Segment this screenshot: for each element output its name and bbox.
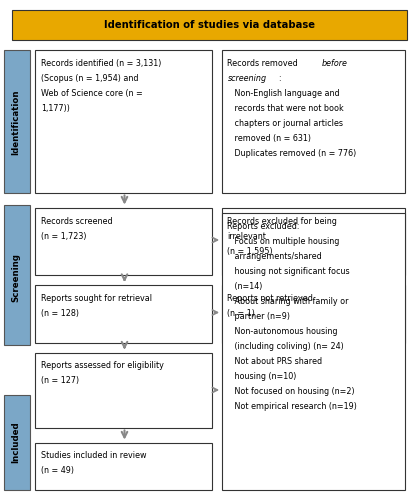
Text: irrelevant: irrelevant xyxy=(227,232,266,240)
Text: chapters or journal articles: chapters or journal articles xyxy=(227,119,344,128)
Text: (Scopus (n = 1,954) and: (Scopus (n = 1,954) and xyxy=(41,74,138,83)
Text: Web of Science core (n =: Web of Science core (n = xyxy=(41,89,142,98)
Text: Reports assessed for eligibility: Reports assessed for eligibility xyxy=(41,362,164,370)
FancyBboxPatch shape xyxy=(4,205,30,345)
Text: Reports sought for retrieval: Reports sought for retrieval xyxy=(41,294,151,303)
Text: before: before xyxy=(322,59,348,68)
Text: housing not significant focus: housing not significant focus xyxy=(227,266,350,276)
FancyBboxPatch shape xyxy=(35,50,212,193)
Text: (n=14): (n=14) xyxy=(227,282,263,290)
Text: (n = 127): (n = 127) xyxy=(41,376,79,386)
Text: Screening: Screening xyxy=(11,253,20,302)
Text: Duplicates removed (n = 776): Duplicates removed (n = 776) xyxy=(227,149,356,158)
Text: Records screened: Records screened xyxy=(41,216,112,226)
Text: screening: screening xyxy=(227,74,266,83)
Text: Not focused on housing (n=2): Not focused on housing (n=2) xyxy=(227,386,355,396)
FancyBboxPatch shape xyxy=(222,212,405,490)
Text: Records removed: Records removed xyxy=(227,59,301,68)
FancyBboxPatch shape xyxy=(12,10,407,40)
Text: Focus on multiple housing: Focus on multiple housing xyxy=(227,236,340,246)
FancyBboxPatch shape xyxy=(222,285,405,343)
Text: Not about PRS shared: Not about PRS shared xyxy=(227,356,322,366)
FancyBboxPatch shape xyxy=(35,442,212,490)
FancyBboxPatch shape xyxy=(35,352,212,428)
Text: removed (n = 631): removed (n = 631) xyxy=(227,134,311,143)
Text: (n = 1,723): (n = 1,723) xyxy=(41,232,86,240)
FancyBboxPatch shape xyxy=(4,395,30,490)
Text: :: : xyxy=(278,74,281,83)
FancyBboxPatch shape xyxy=(222,50,405,193)
Text: (n = 1): (n = 1) xyxy=(227,309,255,318)
Text: Reports not retrieved: Reports not retrieved xyxy=(227,294,313,303)
Text: (n = 49): (n = 49) xyxy=(41,466,74,475)
Text: Non-English language and: Non-English language and xyxy=(227,89,340,98)
Text: records that were not book: records that were not book xyxy=(227,104,344,113)
Text: Identification: Identification xyxy=(11,90,20,155)
Text: 1,177)): 1,177)) xyxy=(41,104,70,113)
Text: About sharing with family or: About sharing with family or xyxy=(227,296,349,306)
Text: Studies included in review: Studies included in review xyxy=(41,452,146,460)
FancyBboxPatch shape xyxy=(222,208,405,275)
FancyBboxPatch shape xyxy=(35,285,212,343)
Text: partner (n=9): partner (n=9) xyxy=(227,312,290,320)
Text: arrangements/shared: arrangements/shared xyxy=(227,252,322,260)
FancyBboxPatch shape xyxy=(35,208,212,275)
Text: Identification of studies via database: Identification of studies via database xyxy=(104,20,315,30)
Text: Reports excluded:: Reports excluded: xyxy=(227,222,300,230)
Text: housing (n=10): housing (n=10) xyxy=(227,372,297,380)
Text: (n = 128): (n = 128) xyxy=(41,309,79,318)
Text: (including coliving) (n= 24): (including coliving) (n= 24) xyxy=(227,342,344,350)
Text: Not empirical research (n=19): Not empirical research (n=19) xyxy=(227,402,357,410)
FancyBboxPatch shape xyxy=(4,50,30,193)
Text: Records excluded for being: Records excluded for being xyxy=(227,216,337,226)
Text: Included: Included xyxy=(11,422,20,464)
Text: (n = 1,595): (n = 1,595) xyxy=(227,246,273,256)
Text: Non-autonomous housing: Non-autonomous housing xyxy=(227,326,338,336)
Text: Records identified (n = 3,131): Records identified (n = 3,131) xyxy=(41,59,161,68)
